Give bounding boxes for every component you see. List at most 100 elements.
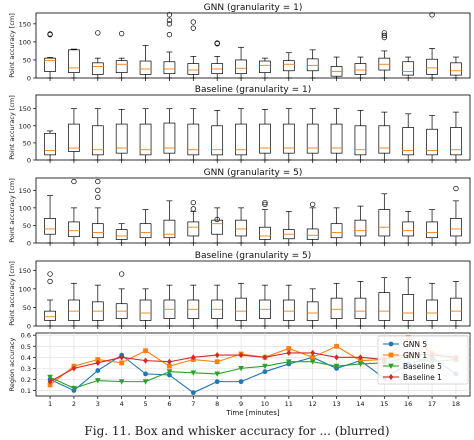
data-point — [214, 359, 220, 365]
box-2 — [68, 108, 80, 161]
flier-point — [190, 199, 196, 206]
box-11 — [282, 108, 295, 161]
data-point — [262, 354, 268, 361]
box-body — [306, 228, 319, 240]
box-body — [282, 123, 295, 154]
data-point — [95, 359, 101, 366]
box-body — [426, 299, 438, 321]
panel-2: Baseline (granularity = 1) 0 50 100 150Point… — [8, 85, 471, 165]
box-6 — [163, 200, 176, 244]
flier-point — [71, 178, 77, 185]
box-16 — [402, 56, 415, 79]
data-point — [286, 346, 292, 351]
panel-title: Baseline (granularity = 1) — [195, 85, 311, 95]
box-body — [91, 223, 104, 239]
data-point — [118, 379, 125, 385]
box-8 — [211, 284, 224, 327]
box-9 — [235, 207, 247, 244]
box-body — [259, 60, 271, 73]
box-11 — [282, 52, 295, 79]
box-body — [306, 301, 319, 321]
data-point — [142, 379, 149, 385]
data-point — [71, 365, 77, 372]
x-tick-label: 4 — [120, 400, 124, 408]
flier-point — [166, 17, 173, 23]
box-body — [187, 221, 200, 237]
data-point — [238, 352, 244, 359]
flier-point — [453, 185, 459, 192]
box-body — [235, 59, 247, 75]
box-body — [330, 223, 343, 239]
box-10 — [259, 199, 271, 244]
box-body — [187, 123, 200, 156]
flier-point — [310, 201, 316, 208]
box-body — [211, 125, 224, 156]
box-12 — [306, 49, 319, 79]
box-6 — [163, 284, 176, 327]
x-tick-label: 17 — [428, 400, 436, 408]
box-body — [44, 310, 56, 321]
data-point — [309, 359, 316, 365]
box-body — [426, 58, 438, 75]
flier-point — [262, 199, 268, 206]
box-body — [44, 218, 56, 235]
data-point — [310, 349, 316, 356]
box-body — [235, 123, 247, 156]
box-5 — [139, 45, 152, 79]
data-point — [47, 382, 53, 388]
flier-point — [95, 30, 101, 36]
flier-point — [190, 206, 196, 212]
flier-point — [429, 12, 435, 18]
data-point — [119, 354, 125, 361]
data-point — [388, 352, 394, 358]
box-body — [402, 127, 415, 156]
data-point — [190, 390, 196, 396]
x-tick-label: 1 — [48, 400, 52, 408]
box-body — [187, 63, 200, 75]
data-point — [143, 357, 148, 364]
y-tick-label: 0.2 — [21, 376, 31, 384]
box-12 — [306, 108, 319, 161]
box-body — [282, 60, 295, 72]
legend-label: GNN 5 — [403, 340, 427, 349]
data-point — [358, 354, 363, 361]
y-tick-label: 0.6 — [21, 332, 31, 340]
box-body — [378, 209, 391, 237]
data-point — [388, 363, 394, 369]
data-point — [262, 363, 268, 370]
data-point — [262, 369, 268, 375]
box-16 — [402, 277, 415, 327]
box-14 — [354, 110, 367, 161]
box-body — [354, 125, 367, 156]
flier-point — [262, 201, 268, 208]
box-9 — [235, 282, 247, 327]
box-16 — [402, 113, 415, 161]
box-4 — [115, 30, 128, 79]
box-body — [211, 219, 224, 235]
data-point — [238, 365, 244, 372]
box-body — [306, 123, 319, 154]
box-18 — [450, 56, 462, 79]
box-7 — [187, 108, 200, 161]
data-point — [167, 358, 172, 365]
data-point — [286, 359, 292, 365]
box-14 — [354, 205, 367, 244]
box-18 — [450, 281, 462, 327]
box-1 — [44, 31, 56, 79]
box-10 — [259, 109, 271, 161]
box-17 — [426, 282, 438, 327]
box-body — [235, 219, 247, 237]
x-tick-label: 10 — [261, 400, 269, 408]
box-body — [259, 123, 271, 154]
box-1 — [44, 130, 56, 161]
panel-title: Baseline (granularity = 5) — [195, 251, 311, 261]
y-tick-label: 0.3 — [21, 365, 31, 373]
x-tick-label: 6 — [167, 400, 171, 408]
box-14 — [354, 56, 367, 79]
box-body — [282, 299, 295, 321]
data-point — [95, 357, 101, 362]
box-body — [330, 297, 343, 319]
y-tick-label: 0.5 — [21, 343, 31, 351]
x-tick-label: 18 — [452, 400, 460, 408]
box-2 — [68, 282, 80, 327]
